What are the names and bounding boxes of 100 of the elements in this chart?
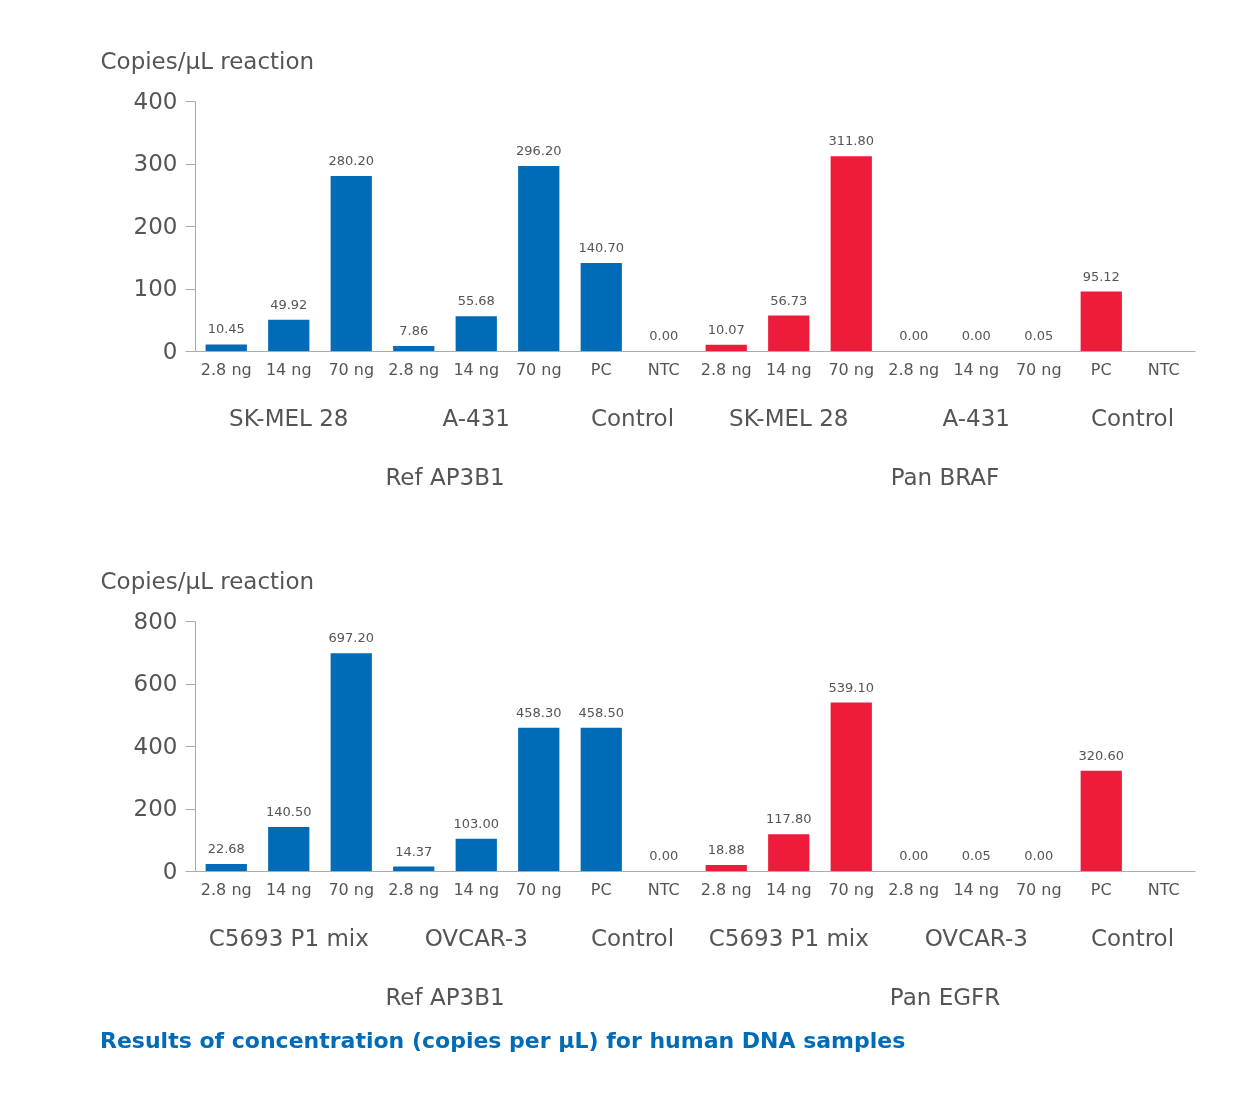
bar	[330, 653, 372, 871]
text: Control	[590, 405, 675, 431]
bar	[455, 838, 497, 871]
bar	[518, 165, 560, 351]
x-tick-label: NTC	[1147, 359, 1180, 379]
x-tick-label: 2.8 ng	[388, 359, 440, 379]
x-tick-label: PC	[590, 359, 612, 379]
x-tick-label: 70 ng	[515, 879, 562, 899]
text: Control	[1090, 405, 1175, 431]
bar	[705, 344, 747, 351]
data-label: 0.00	[649, 328, 679, 343]
y-tick-label: 800	[133, 607, 178, 634]
text: A-431	[942, 405, 1010, 431]
bar	[768, 834, 810, 871]
x-tick-label: 14 ng	[765, 359, 812, 379]
text: OVCAR-3	[924, 925, 1028, 951]
data-label: 49.92	[270, 296, 308, 312]
y-tick-label: 0	[162, 857, 178, 884]
data-label: 117.80	[766, 811, 812, 827]
x-tick-label: 2.8 ng	[700, 879, 752, 899]
x-tick-label: 70 ng	[828, 879, 875, 899]
bar	[1080, 770, 1122, 871]
text: Control	[590, 925, 675, 951]
x-tick-label: 2.8 ng	[700, 359, 752, 379]
data-label: 0.00	[649, 848, 679, 863]
text: Pan EGFR	[889, 984, 1001, 1010]
data-label: 0.00	[1024, 848, 1054, 863]
data-label: 539.10	[828, 679, 874, 695]
text: Control	[1090, 925, 1175, 951]
data-label: 95.12	[1082, 268, 1120, 284]
bar	[393, 346, 435, 351]
text: A-431	[442, 405, 510, 431]
data-label: 7.86	[399, 323, 429, 339]
x-tick-label: 2.8 ng	[200, 879, 252, 899]
y-axis-title: Copies/µL reaction	[100, 567, 315, 594]
bar	[580, 263, 622, 351]
y-tick-label: 100	[133, 275, 178, 301]
data-label: 140.50	[266, 804, 312, 820]
y-tick-label: 400	[133, 732, 178, 759]
data-label: 458.50	[578, 704, 624, 720]
data-label: 14.37	[395, 843, 433, 859]
data-label: 296.20	[516, 142, 562, 158]
x-tick-label: 2.8 ng	[888, 359, 940, 379]
data-label: 10.45	[207, 321, 245, 337]
x-tick-label: 14 ng	[765, 879, 812, 899]
data-label: 697.20	[328, 630, 374, 646]
y-tick-label: 300	[133, 150, 178, 176]
x-tick-label: 14 ng	[953, 359, 1000, 379]
text: Ref AP3B1	[385, 984, 505, 1010]
data-label: 311.80	[828, 133, 874, 149]
bar	[205, 863, 247, 871]
text: SK-MEL 28	[729, 405, 849, 431]
x-tick-label: 70 ng	[515, 359, 562, 379]
x-tick-label: 14 ng	[453, 879, 500, 899]
x-tick-label: PC	[590, 879, 612, 899]
bar	[830, 156, 872, 351]
bar	[455, 316, 497, 351]
y-tick-label: 600	[133, 670, 178, 696]
text: SK-MEL 28	[229, 405, 349, 431]
text: C5693 P1 mix	[208, 925, 369, 951]
x-tick-label: 70 ng	[1015, 879, 1062, 899]
x-tick-label: 2.8 ng	[388, 879, 440, 899]
y-tick-label: 200	[133, 212, 178, 239]
data-label: 103.00	[453, 815, 499, 831]
x-tick-label: NTC	[647, 879, 680, 899]
bar	[268, 827, 310, 871]
data-label: 0.05	[961, 847, 991, 863]
x-tick-label: 70 ng	[828, 359, 875, 379]
data-label: 55.68	[457, 293, 495, 309]
data-label: 10.07	[707, 321, 745, 337]
data-label: 56.73	[770, 292, 808, 308]
x-tick-label: PC	[1090, 359, 1112, 379]
data-label: 22.68	[207, 840, 245, 856]
text: Results of concentration (copies per µL) for human DNA samples	[100, 1028, 906, 1053]
x-tick-label: 2.8 ng	[888, 879, 940, 899]
x-tick-label: 14 ng	[265, 879, 312, 899]
data-label: 18.88	[707, 842, 745, 858]
text: Ref AP3B1	[385, 464, 505, 490]
y-tick-label: 400	[133, 87, 178, 114]
y-tick-label: 200	[133, 795, 178, 821]
data-label: 0.05	[1024, 327, 1054, 343]
x-tick-label: 70 ng	[1015, 359, 1062, 379]
data-label: 0.00	[899, 848, 929, 863]
text: C5693 P1 mix	[708, 925, 869, 951]
data-label: 0.00	[899, 328, 929, 343]
x-tick-label: 2.8 ng	[200, 359, 252, 379]
y-axis-title: Copies/µL reaction	[100, 47, 315, 74]
data-label: 0.00	[961, 328, 991, 343]
x-tick-label: NTC	[647, 359, 680, 379]
x-tick-label: PC	[1090, 879, 1112, 899]
data-label: 280.20	[328, 152, 374, 168]
x-tick-label: 70 ng	[328, 879, 375, 899]
bar	[205, 344, 247, 351]
x-tick-label: 14 ng	[265, 359, 312, 379]
bar	[330, 175, 372, 351]
x-tick-label: 70 ng	[328, 359, 375, 379]
bar	[580, 727, 622, 871]
data-label: 320.60	[1078, 747, 1124, 763]
bar	[268, 319, 310, 351]
bar	[1080, 291, 1122, 351]
